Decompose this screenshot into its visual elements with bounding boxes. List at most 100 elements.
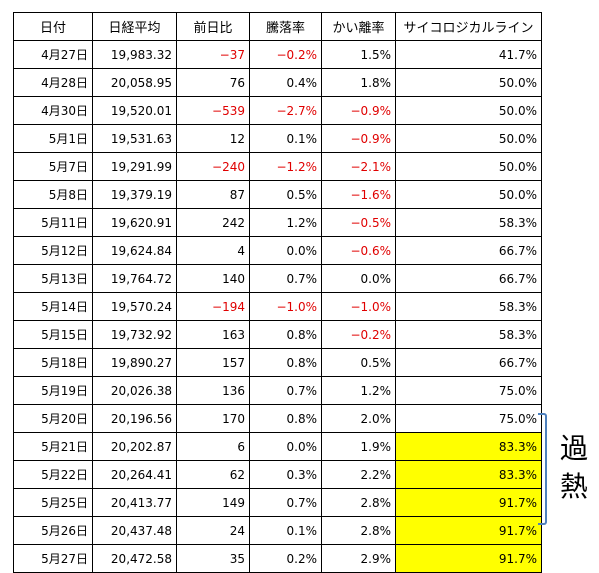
cell-close: 20,058.95 — [92, 68, 177, 97]
cell-close: 19,520.01 — [92, 96, 177, 125]
cell-date: 5月14日 — [13, 292, 93, 321]
overheat-bracket — [538, 413, 547, 525]
cell-change: 242 — [176, 208, 250, 237]
cell-rate: −1.0% — [249, 292, 322, 321]
cell-deviation: −2.1% — [321, 152, 396, 181]
cell-date: 5月12日 — [13, 236, 93, 265]
cell-psychological-line: 66.7% — [395, 264, 542, 293]
cell-rate: 0.0% — [249, 236, 322, 265]
cell-psychological-line: 91.7% — [395, 516, 542, 545]
cell-rate: 0.0% — [249, 432, 322, 461]
cell-date: 5月19日 — [13, 376, 93, 405]
header-rate: 騰落率 — [249, 12, 322, 41]
cell-rate: −0.2% — [249, 40, 322, 69]
table-row: 5月21日 20,202.87 6 0.0% 1.9% 83.3% — [13, 432, 542, 461]
cell-rate: 0.8% — [249, 404, 322, 433]
cell-change: −240 — [176, 152, 250, 181]
cell-deviation: −0.2% — [321, 320, 396, 349]
cell-psychological-line: 50.0% — [395, 68, 542, 97]
cell-psychological-line: 91.7% — [395, 488, 542, 517]
cell-psychological-line: 50.0% — [395, 124, 542, 153]
cell-deviation: −1.6% — [321, 180, 396, 209]
overheat-annotation: 過 熱 — [556, 430, 592, 506]
cell-date: 5月11日 — [13, 208, 93, 237]
cell-rate: 0.7% — [249, 376, 322, 405]
cell-psychological-line: 75.0% — [395, 376, 542, 405]
cell-change: 35 — [176, 544, 250, 573]
cell-date: 5月15日 — [13, 320, 93, 349]
table-row: 5月15日 19,732.92 163 0.8% −0.2% 58.3% — [13, 320, 542, 349]
cell-rate: 0.5% — [249, 180, 322, 209]
cell-close: 19,620.91 — [92, 208, 177, 237]
cell-rate: 0.1% — [249, 124, 322, 153]
nikkei-table: 日付 日経平均 前日比 騰落率 かい離率 サイコロジカルライン 4月27日 19,… — [13, 12, 542, 573]
cell-close: 19,732.92 — [92, 320, 177, 349]
table-row: 5月27日 20,472.58 35 0.2% 2.9% 91.7% — [13, 544, 542, 573]
cell-date: 5月1日 — [13, 124, 93, 153]
cell-rate: 0.7% — [249, 264, 322, 293]
cell-rate: 0.8% — [249, 348, 322, 377]
table-row: 5月8日 19,379.19 87 0.5% −1.6% 50.0% — [13, 180, 542, 209]
table-row: 5月19日 20,026.38 136 0.7% 1.2% 75.0% — [13, 376, 542, 405]
cell-date: 4月28日 — [13, 68, 93, 97]
cell-change: 140 — [176, 264, 250, 293]
cell-change: 12 — [176, 124, 250, 153]
cell-date: 5月25日 — [13, 488, 93, 517]
header-deviation: かい離率 — [321, 12, 396, 41]
cell-close: 19,983.32 — [92, 40, 177, 69]
cell-psychological-line: 75.0% — [395, 404, 542, 433]
cell-close: 20,264.41 — [92, 460, 177, 489]
table-row: 5月18日 19,890.27 157 0.8% 0.5% 66.7% — [13, 348, 542, 377]
table-row: 5月13日 19,764.72 140 0.7% 0.0% 66.7% — [13, 264, 542, 293]
cell-date: 5月22日 — [13, 460, 93, 489]
cell-psychological-line: 50.0% — [395, 152, 542, 181]
table-row: 5月12日 19,624.84 4 0.0% −0.6% 66.7% — [13, 236, 542, 265]
cell-change: 136 — [176, 376, 250, 405]
cell-close: 19,890.27 — [92, 348, 177, 377]
cell-change: 6 — [176, 432, 250, 461]
cell-psychological-line: 66.7% — [395, 348, 542, 377]
header-row: 日付 日経平均 前日比 騰落率 かい離率 サイコロジカルライン — [13, 12, 542, 41]
cell-deviation: −0.6% — [321, 236, 396, 265]
cell-rate: 0.7% — [249, 488, 322, 517]
cell-rate: −2.7% — [249, 96, 322, 125]
cell-psychological-line: 91.7% — [395, 544, 542, 573]
header-date: 日付 — [13, 12, 93, 41]
table-row: 4月30日 19,520.01 −539 −2.7% −0.9% 50.0% — [13, 96, 542, 125]
table-row: 4月27日 19,983.32 −37 −0.2% 1.5% 41.7% — [13, 40, 542, 69]
table-row: 5月22日 20,264.41 62 0.3% 2.2% 83.3% — [13, 460, 542, 489]
cell-change: 163 — [176, 320, 250, 349]
cell-date: 5月21日 — [13, 432, 93, 461]
cell-change: −37 — [176, 40, 250, 69]
cell-deviation: 1.8% — [321, 68, 396, 97]
table-row: 4月28日 20,058.95 76 0.4% 1.8% 50.0% — [13, 68, 542, 97]
cell-psychological-line: 66.7% — [395, 236, 542, 265]
cell-deviation: 1.5% — [321, 40, 396, 69]
cell-date: 4月27日 — [13, 40, 93, 69]
cell-psychological-line: 83.3% — [395, 432, 542, 461]
cell-rate: 0.2% — [249, 544, 322, 573]
table-row: 5月20日 20,196.56 170 0.8% 2.0% 75.0% — [13, 404, 542, 433]
cell-deviation: −0.5% — [321, 208, 396, 237]
cell-change: 4 — [176, 236, 250, 265]
cell-date: 5月27日 — [13, 544, 93, 573]
cell-close: 20,026.38 — [92, 376, 177, 405]
cell-deviation: 2.2% — [321, 460, 396, 489]
cell-date: 5月18日 — [13, 348, 93, 377]
overheat-char-1: 過 — [559, 432, 588, 465]
cell-deviation: −0.9% — [321, 124, 396, 153]
cell-deviation: 2.8% — [321, 488, 396, 517]
cell-psychological-line: 50.0% — [395, 180, 542, 209]
cell-deviation: −0.9% — [321, 96, 396, 125]
cell-psychological-line: 41.7% — [395, 40, 542, 69]
cell-change: 170 — [176, 404, 250, 433]
cell-date: 5月20日 — [13, 404, 93, 433]
cell-date: 4月30日 — [13, 96, 93, 125]
cell-deviation: 1.9% — [321, 432, 396, 461]
cell-rate: 1.2% — [249, 208, 322, 237]
cell-psychological-line: 83.3% — [395, 460, 542, 489]
cell-psychological-line: 58.3% — [395, 208, 542, 237]
table-body: 4月27日 19,983.32 −37 −0.2% 1.5% 41.7% 4月28日 20,0… — [13, 40, 542, 573]
table-row: 5月25日 20,413.77 149 0.7% 2.8% 91.7% — [13, 488, 542, 517]
table-row: 5月26日 20,437.48 24 0.1% 2.8% 91.7% — [13, 516, 542, 545]
